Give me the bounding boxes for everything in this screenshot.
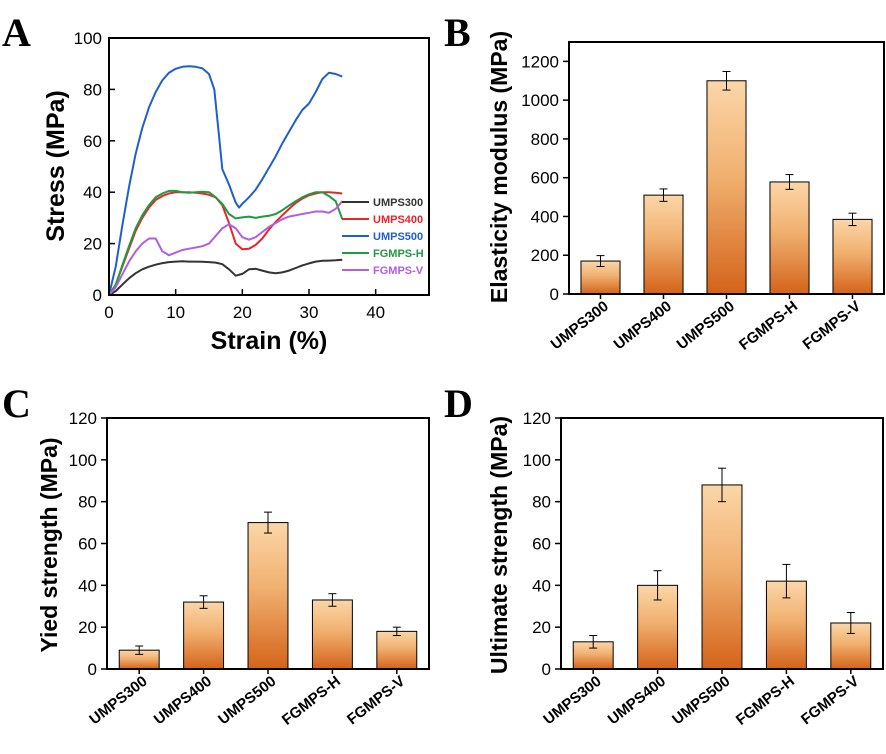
panel-c-bars: UMPS300 UMPS400 UMPS500 FGMPS-H FGMPS-V 0 20 40… bbox=[69, 409, 430, 729]
axis-frame bbox=[106, 417, 430, 670]
panel-c-yield-strength: C UMPS300 UMPS400 UMPS500 FGMPS-H FGMPS-V 0 20… bbox=[2, 381, 430, 729]
y-tick-label: 800 bbox=[531, 130, 559, 149]
y-tick-label: 40 bbox=[532, 576, 551, 595]
axis-frame bbox=[568, 41, 885, 295]
panel-d-bars: UMPS300 UMPS400 UMPS500 FGMPS-H FGMPS-V 0 20 40… bbox=[523, 409, 884, 729]
y-tick-label: 120 bbox=[523, 409, 551, 428]
x-tick-label: 10 bbox=[166, 303, 185, 322]
panel-a-legend: UMPS300 UMPS400 UMPS500 FGMPS-H FGMPS-V bbox=[342, 197, 424, 277]
panel-c-letter: C bbox=[2, 381, 31, 426]
bar-umps400 bbox=[183, 601, 225, 670]
panel-b-ylabel: Elasticity modulus (MPa) bbox=[486, 31, 512, 303]
category-label-umps500: UMPS500 bbox=[215, 673, 279, 728]
y-tick-label: 0 bbox=[542, 660, 551, 679]
category-label-fgmps-v: FGMPS-V bbox=[798, 673, 862, 728]
panel-a-axis-frame bbox=[108, 37, 430, 296]
y-tick-label: 120 bbox=[69, 409, 97, 428]
bar-umps500 bbox=[706, 80, 747, 295]
y-tick-label: 200 bbox=[531, 246, 559, 265]
y-tick-label: 80 bbox=[532, 493, 551, 512]
panel-a-letter: A bbox=[2, 10, 31, 55]
y-tick-label: 20 bbox=[532, 618, 551, 637]
category-label-fgmps-h: FGMPS-H bbox=[279, 673, 344, 729]
axis-frame bbox=[560, 417, 884, 670]
panel-b-letter: B bbox=[444, 10, 471, 55]
x-tick-label: 0 bbox=[104, 303, 113, 322]
category-label-umps500: UMPS500 bbox=[669, 673, 733, 728]
legend-label-fgmps-h: FGMPS-H bbox=[373, 248, 424, 260]
panel-d-ylabel: Ultimate strength (MPa) bbox=[486, 416, 512, 674]
category-label-fgmps-h: FGMPS-H bbox=[736, 298, 801, 354]
category-label-umps500: UMPS500 bbox=[674, 298, 738, 353]
bar-umps500 bbox=[247, 522, 289, 670]
y-tick-label: 20 bbox=[78, 618, 97, 637]
y-tick-label: 60 bbox=[83, 132, 102, 151]
series-line-fgmps-v bbox=[108, 200, 344, 296]
series-line-umps500 bbox=[108, 65, 343, 296]
bar-fgmps-h bbox=[311, 599, 353, 670]
y-tick-label: 40 bbox=[83, 183, 102, 202]
y-tick-label: 100 bbox=[74, 29, 102, 48]
y-tick-label: 40 bbox=[78, 576, 97, 595]
y-tick-label: 20 bbox=[83, 235, 102, 254]
y-tick-label: 60 bbox=[532, 535, 551, 554]
category-label-umps400: UMPS400 bbox=[605, 673, 669, 728]
legend-label-umps400: UMPS400 bbox=[373, 214, 423, 226]
x-tick-label: 20 bbox=[233, 303, 252, 322]
category-label-fgmps-v: FGMPS-V bbox=[800, 298, 864, 353]
category-label-umps400: UMPS400 bbox=[611, 298, 675, 353]
bar-umps500 bbox=[701, 484, 743, 670]
category-label-fgmps-v: FGMPS-V bbox=[344, 673, 408, 728]
x-tick-label: 30 bbox=[300, 303, 319, 322]
y-tick-label: 0 bbox=[88, 660, 97, 679]
category-label-umps300: UMPS300 bbox=[86, 673, 150, 728]
panel-a-xlabel: Strain (%) bbox=[211, 327, 328, 355]
panel-d-ultimate-strength: D UMPS300 UMPS400 UMPS500 FGMPS-H FGMPS-V 0 20… bbox=[444, 381, 884, 729]
bar-fgmps-v bbox=[832, 218, 873, 295]
legend-label-umps300: UMPS300 bbox=[373, 197, 423, 209]
y-tick-label: 600 bbox=[531, 169, 559, 188]
y-tick-label: 0 bbox=[93, 286, 102, 305]
series-line-umps400 bbox=[108, 191, 343, 296]
panel-c-ylabel: Yied strength (MPa) bbox=[36, 437, 62, 652]
bar-fgmps-h bbox=[769, 181, 810, 295]
category-label-fgmps-h: FGMPS-H bbox=[733, 673, 798, 729]
y-tick-label: 80 bbox=[78, 493, 97, 512]
y-tick-label: 80 bbox=[83, 80, 102, 99]
series-line-fgmps-h bbox=[108, 189, 344, 296]
y-tick-label: 1000 bbox=[521, 91, 559, 110]
y-tick-label: 400 bbox=[531, 207, 559, 226]
y-tick-label: 100 bbox=[523, 451, 551, 470]
y-tick-label: 1200 bbox=[521, 52, 559, 71]
category-label-umps300: UMPS300 bbox=[548, 298, 612, 353]
y-tick-label: 60 bbox=[78, 535, 97, 554]
panel-a-series-lines bbox=[108, 65, 344, 296]
bar-umps400 bbox=[643, 194, 684, 295]
legend-label-umps500: UMPS500 bbox=[373, 231, 423, 243]
category-label-umps300: UMPS300 bbox=[540, 673, 604, 728]
category-label-umps400: UMPS400 bbox=[151, 673, 215, 728]
panel-a-ylabel: Stress (MPa) bbox=[42, 90, 70, 241]
series-line-umps300 bbox=[108, 258, 343, 296]
panel-d-letter: D bbox=[444, 381, 473, 426]
y-tick-label: 100 bbox=[69, 451, 97, 470]
y-tick-label: 0 bbox=[550, 285, 559, 304]
x-tick-label: 40 bbox=[366, 303, 385, 322]
legend-label-fgmps-v: FGMPS-V bbox=[373, 265, 424, 277]
bar-fgmps-v bbox=[376, 630, 418, 670]
